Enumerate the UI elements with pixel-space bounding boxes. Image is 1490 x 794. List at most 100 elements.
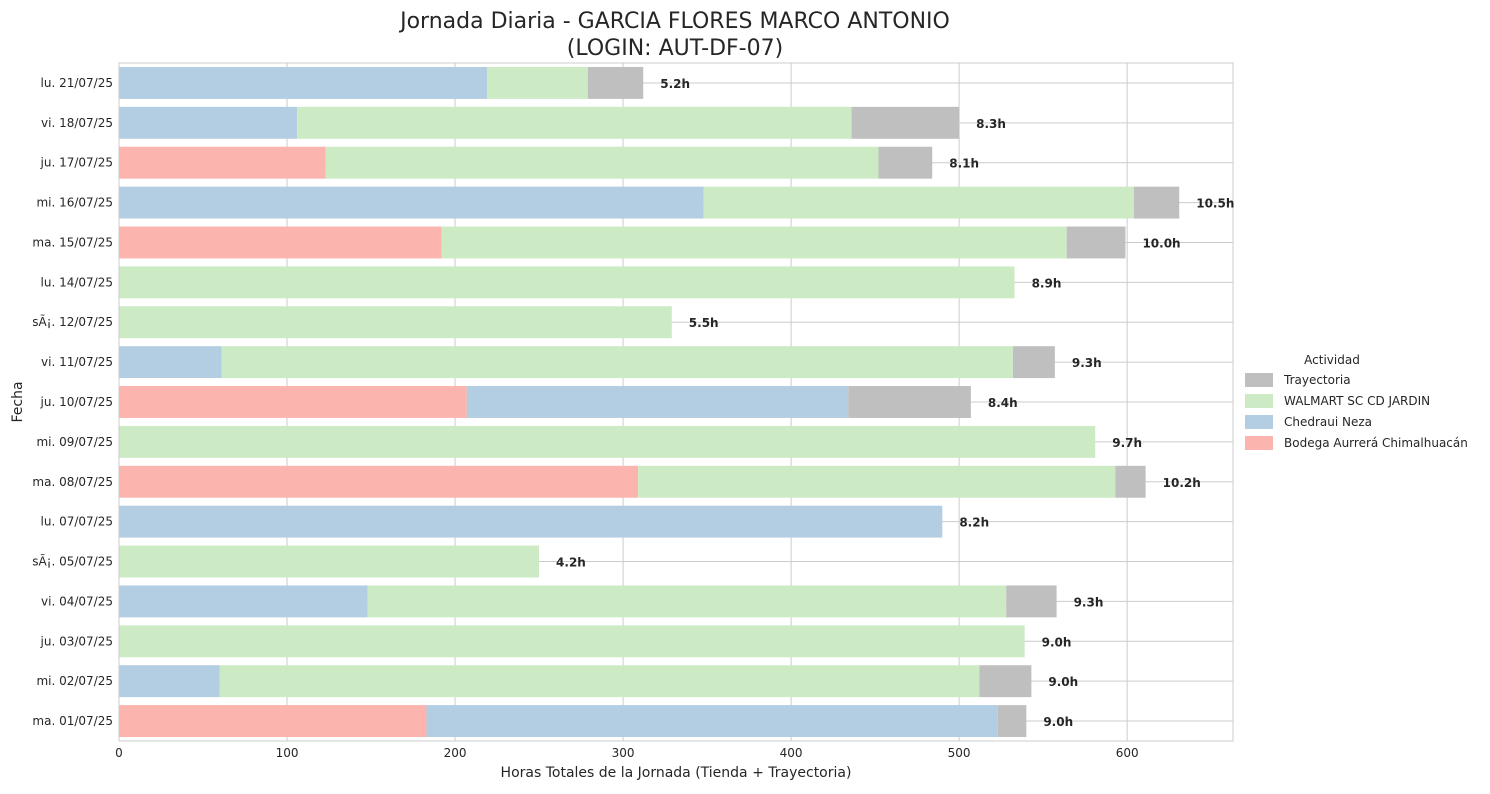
y-tick-label: ju. 03/07/25: [40, 634, 113, 648]
total-hours-label: 8.4h: [988, 396, 1018, 410]
y-tick-label: lu. 07/07/25: [41, 515, 113, 529]
bar-segment-trayectoria: [1012, 346, 1055, 379]
y-tick-label: ju. 17/07/25: [40, 156, 113, 170]
bar-segment-walmart-sc-cd-jardin: [703, 186, 1134, 219]
legend-title: Actividad: [1304, 353, 1360, 367]
y-tick-labels: lu. 21/07/25 vi. 18/07/25 ju. 17/07/25 mi. …: [32, 76, 113, 728]
chart-title-line1: Jornada Diaria - GARCIA FLORES MARCO ANT…: [398, 9, 950, 34]
bar-segment-chedraui-neza: [119, 665, 220, 698]
bar-segment-trayectoria: [878, 146, 933, 179]
y-tick-label: mi. 16/07/25: [36, 196, 113, 210]
y-tick-label: vi. 04/07/25: [41, 594, 113, 608]
total-hours-label: 10.5h: [1196, 197, 1234, 211]
y-tick-label: sÃ¡. 12/07/25: [32, 314, 113, 329]
bar-segment-trayectoria: [1115, 465, 1146, 498]
y-axis-label: Fecha: [10, 381, 26, 422]
bar-segment-chedraui-neza: [119, 106, 298, 139]
bar-segment-chedraui-neza: [119, 186, 704, 219]
bar-segment-bodega-aurrer-chimalhuac-n: [119, 705, 427, 738]
y-tick-label: sÃ¡. 05/07/25: [32, 554, 113, 569]
legend-entry-label: WALMART SC CD JARDIN: [1284, 394, 1430, 408]
total-hours-label: 4.2h: [556, 556, 586, 570]
bar-segment-walmart-sc-cd-jardin: [119, 545, 540, 578]
bar-segment-walmart-sc-cd-jardin: [367, 585, 1007, 618]
y-tick-label: lu. 14/07/25: [41, 275, 113, 289]
bar-segment-trayectoria: [1006, 585, 1057, 618]
bar-segment-chedraui-neza: [119, 585, 368, 618]
y-tick-label: ju. 10/07/25: [40, 395, 113, 409]
legend-swatch: [1245, 415, 1273, 429]
x-axis-label: Horas Totales de la Jornada (Tienda + Tr…: [501, 765, 852, 781]
bar-segment-walmart-sc-cd-jardin: [325, 146, 879, 179]
bar-segment-bodega-aurrer-chimalhuac-n: [119, 465, 639, 498]
y-tick-label: ma. 15/07/25: [32, 235, 113, 249]
y-tick-label: mi. 09/07/25: [36, 435, 113, 449]
y-tick-label: mi. 02/07/25: [36, 674, 113, 688]
plot-frame: [118, 62, 1234, 742]
bar-segment-walmart-sc-cd-jardin: [119, 266, 1015, 299]
y-tick-label: ma. 08/07/25: [32, 475, 113, 489]
x-tick-label: 400: [780, 746, 803, 760]
bar-segment-chedraui-neza: [119, 505, 943, 538]
total-hours-label: 9.0h: [1043, 715, 1073, 729]
y-tick-label: vi. 11/07/25: [41, 355, 113, 369]
bars: [119, 66, 1180, 738]
x-tick-label: 200: [444, 746, 467, 760]
bar-segment-trayectoria: [848, 386, 971, 418]
legend-entry-label: Trayectoria: [1283, 373, 1351, 387]
bar-segment-chedraui-neza: [119, 66, 487, 99]
bar-segment-walmart-sc-cd-jardin: [297, 106, 852, 139]
total-labels: 5.2h 8.3h 8.1h 10.5h 10.0h 8.9h 5.5h 9.3h 8.4h 9.…: [556, 77, 1234, 729]
bar-segment-walmart-sc-cd-jardin: [221, 346, 1013, 379]
bar-segment-trayectoria: [1133, 186, 1180, 219]
total-hours-label: 8.1h: [949, 157, 979, 171]
x-tick-label: 600: [1116, 746, 1139, 760]
legend-swatch: [1245, 394, 1273, 408]
total-hours-label: 9.0h: [1048, 675, 1078, 689]
legend-entry-label: Chedraui Neza: [1284, 415, 1372, 429]
bar-segment-bodega-aurrer-chimalhuac-n: [119, 386, 467, 418]
bar-segment-walmart-sc-cd-jardin: [638, 465, 1116, 498]
total-hours-label: 9.0h: [1042, 635, 1072, 649]
total-hours-label: 8.9h: [1032, 276, 1062, 290]
legend: Actividad Trayectoria WALMART SC CD JARDI…: [1245, 353, 1468, 450]
x-tick-label: 0: [115, 746, 123, 760]
bar-segment-bodega-aurrer-chimalhuac-n: [119, 226, 442, 259]
bar-segment-chedraui-neza: [119, 346, 222, 379]
total-hours-label: 5.2h: [660, 77, 690, 91]
total-hours-label: 9.3h: [1074, 595, 1104, 609]
x-tick-label: 300: [612, 746, 635, 760]
legend-entry-label: Bodega Aurrerá Chimalhuacán: [1284, 436, 1468, 450]
legend-swatch: [1245, 436, 1273, 450]
total-hours-label: 10.0h: [1142, 236, 1180, 250]
x-tick-label: 500: [948, 746, 971, 760]
x-tick-labels: 0 100 200 300 400 500 600: [115, 746, 1138, 760]
total-hours-label: 8.3h: [976, 117, 1006, 131]
bar-segment-trayectoria: [979, 665, 1032, 698]
x-tick-label: 100: [276, 746, 299, 760]
total-hours-label: 5.5h: [689, 316, 719, 330]
bar-segment-walmart-sc-cd-jardin: [119, 425, 1096, 458]
bar-segment-chedraui-neza: [426, 705, 998, 738]
total-hours-label: 9.7h: [1112, 436, 1142, 450]
bar-segment-chedraui-neza: [466, 386, 849, 418]
bar-segment-walmart-sc-cd-jardin: [441, 226, 1067, 259]
total-hours-label: 9.3h: [1072, 356, 1102, 370]
bar-segment-trayectoria: [851, 106, 960, 139]
bar-segment-bodega-aurrer-chimalhuac-n: [119, 146, 326, 179]
bar-segment-trayectoria: [1066, 226, 1126, 259]
y-tick-label: lu. 21/07/25: [41, 76, 113, 90]
bar-segment-walmart-sc-cd-jardin: [219, 665, 980, 698]
bar-segment-walmart-sc-cd-jardin: [486, 66, 588, 99]
legend-items: Trayectoria WALMART SC CD JARDIN Chedraui …: [1245, 373, 1468, 450]
chart-title-line2: (LOGIN: AUT-DF-07): [567, 36, 783, 61]
bar-segment-trayectoria: [997, 705, 1027, 738]
legend-swatch: [1245, 373, 1273, 387]
y-tick-label: ma. 01/07/25: [32, 714, 113, 728]
bar-segment-trayectoria: [587, 66, 644, 99]
bar-segment-walmart-sc-cd-jardin: [119, 306, 672, 339]
total-hours-label: 8.2h: [959, 516, 989, 530]
y-tick-label: vi. 18/07/25: [41, 116, 113, 130]
